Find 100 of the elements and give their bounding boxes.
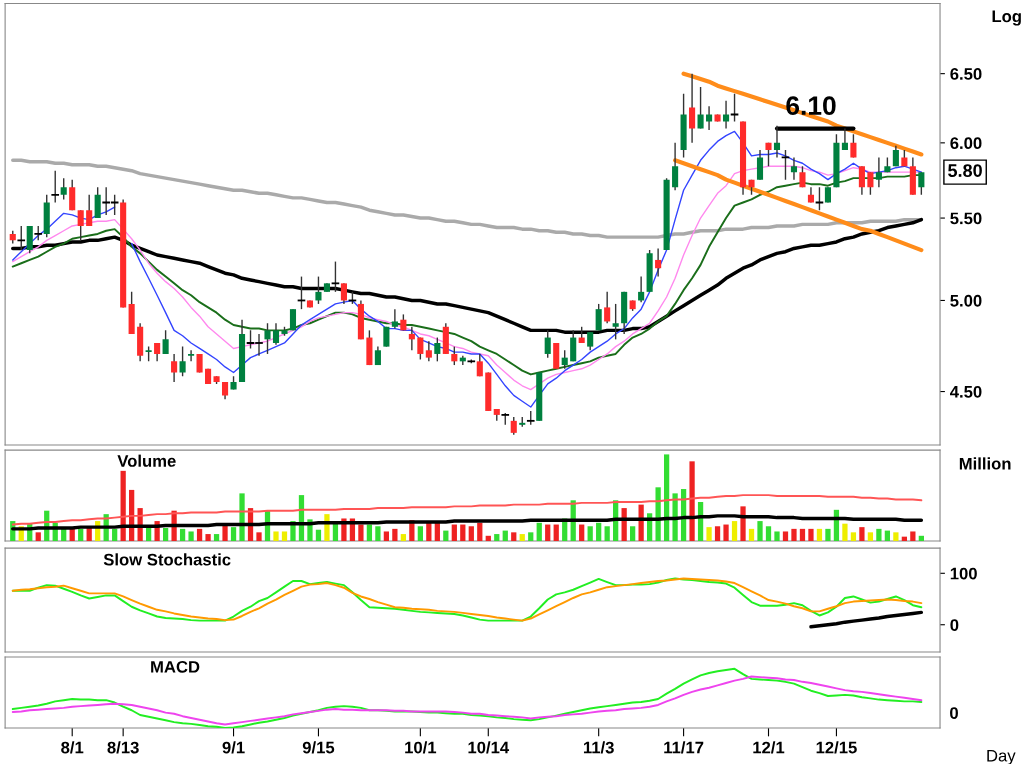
bar bbox=[179, 528, 186, 541]
y-tick-label: 100 bbox=[950, 567, 977, 580]
bar bbox=[239, 493, 245, 541]
x-tick-label: 11/3 bbox=[583, 741, 614, 754]
bar bbox=[604, 526, 610, 541]
line-series bbox=[11, 577, 923, 622]
y-tick-label: 4.50 bbox=[950, 385, 982, 398]
candlestick bbox=[391, 308, 398, 330]
candlestick bbox=[858, 165, 865, 196]
bar bbox=[663, 454, 670, 541]
bar bbox=[731, 521, 738, 541]
text: 5.80 bbox=[948, 164, 982, 177]
candlestick bbox=[773, 125, 781, 159]
bar bbox=[273, 531, 279, 541]
line-series bbox=[673, 158, 924, 253]
chart-title: Volume bbox=[117, 454, 176, 467]
bar bbox=[587, 526, 593, 541]
candlestick bbox=[638, 275, 645, 303]
candlestick bbox=[561, 349, 568, 370]
candlestick bbox=[340, 282, 347, 305]
candlestick bbox=[604, 291, 611, 324]
candlestick bbox=[697, 86, 704, 130]
bar bbox=[213, 534, 220, 541]
bar bbox=[553, 524, 559, 541]
bar bbox=[400, 534, 406, 541]
bar bbox=[714, 526, 721, 541]
candlestick bbox=[595, 303, 602, 332]
bar bbox=[799, 528, 806, 541]
bar bbox=[791, 528, 797, 541]
y-tick-label: 6.00 bbox=[950, 137, 982, 150]
chart-title: Slow Stochastic bbox=[103, 553, 231, 566]
bar bbox=[893, 532, 899, 541]
bar bbox=[638, 504, 644, 541]
y-tick-label: 0 bbox=[950, 619, 959, 631]
bar bbox=[468, 526, 474, 541]
x-tick-label: 12/1 bbox=[753, 741, 785, 754]
bar bbox=[35, 532, 41, 541]
x-tick-label: 9/15 bbox=[302, 741, 335, 754]
bar bbox=[196, 528, 203, 541]
x-tick-label: 11/17 bbox=[664, 741, 704, 754]
bar bbox=[867, 532, 874, 541]
bar bbox=[579, 524, 585, 541]
line-series bbox=[681, 71, 924, 157]
candlestick bbox=[451, 345, 458, 366]
y-tick-label: 6.50 bbox=[950, 68, 982, 80]
bar bbox=[689, 461, 695, 541]
bar bbox=[740, 506, 746, 541]
bar bbox=[918, 535, 924, 541]
bar bbox=[910, 531, 916, 541]
bar bbox=[256, 532, 262, 541]
candlestick bbox=[86, 194, 93, 227]
candlestick bbox=[867, 171, 874, 196]
bar bbox=[842, 523, 848, 541]
text: Million bbox=[959, 457, 1011, 470]
candlestick bbox=[60, 177, 67, 201]
x-tick-label: 10/1 bbox=[405, 741, 437, 754]
x-tick-label: 8/1 bbox=[61, 741, 84, 754]
candlestick bbox=[434, 336, 441, 363]
candlestick bbox=[171, 353, 178, 383]
bar bbox=[375, 526, 381, 541]
bar bbox=[850, 532, 857, 541]
bar bbox=[816, 528, 823, 541]
bar bbox=[706, 527, 712, 541]
candlestick bbox=[756, 149, 764, 181]
bar bbox=[460, 524, 466, 541]
bar bbox=[366, 524, 373, 541]
bar bbox=[876, 528, 882, 541]
candlestick bbox=[672, 142, 679, 191]
candlestick bbox=[162, 329, 169, 355]
bar bbox=[485, 535, 491, 541]
x-tick-label: 12/15 bbox=[816, 741, 857, 754]
candlestick bbox=[69, 178, 76, 211]
candlestick bbox=[425, 340, 432, 363]
candlestick bbox=[179, 345, 186, 378]
bar bbox=[884, 530, 891, 541]
bar bbox=[723, 524, 729, 541]
candlestick bbox=[612, 303, 619, 341]
bar bbox=[78, 528, 84, 541]
x-tick-label: 8/13 bbox=[107, 741, 139, 754]
bar bbox=[358, 524, 364, 541]
candlestick bbox=[264, 322, 271, 355]
x-tick-label: 9/1 bbox=[222, 741, 245, 754]
bar bbox=[477, 522, 483, 541]
bar bbox=[630, 526, 636, 541]
candlestick bbox=[94, 186, 101, 219]
bar bbox=[188, 531, 194, 541]
bar bbox=[443, 530, 449, 541]
bar bbox=[494, 534, 500, 541]
y-tick-label: 5.00 bbox=[950, 294, 982, 307]
bar bbox=[782, 531, 789, 541]
bar bbox=[162, 528, 169, 541]
candlestick bbox=[918, 171, 925, 196]
candlestick bbox=[655, 247, 662, 278]
candlestick bbox=[544, 329, 551, 359]
line-series bbox=[809, 610, 924, 629]
bar bbox=[757, 521, 763, 541]
bar bbox=[536, 522, 542, 541]
candlestick bbox=[188, 349, 195, 363]
annotation: 6.10 bbox=[786, 96, 836, 116]
bar bbox=[545, 524, 551, 541]
